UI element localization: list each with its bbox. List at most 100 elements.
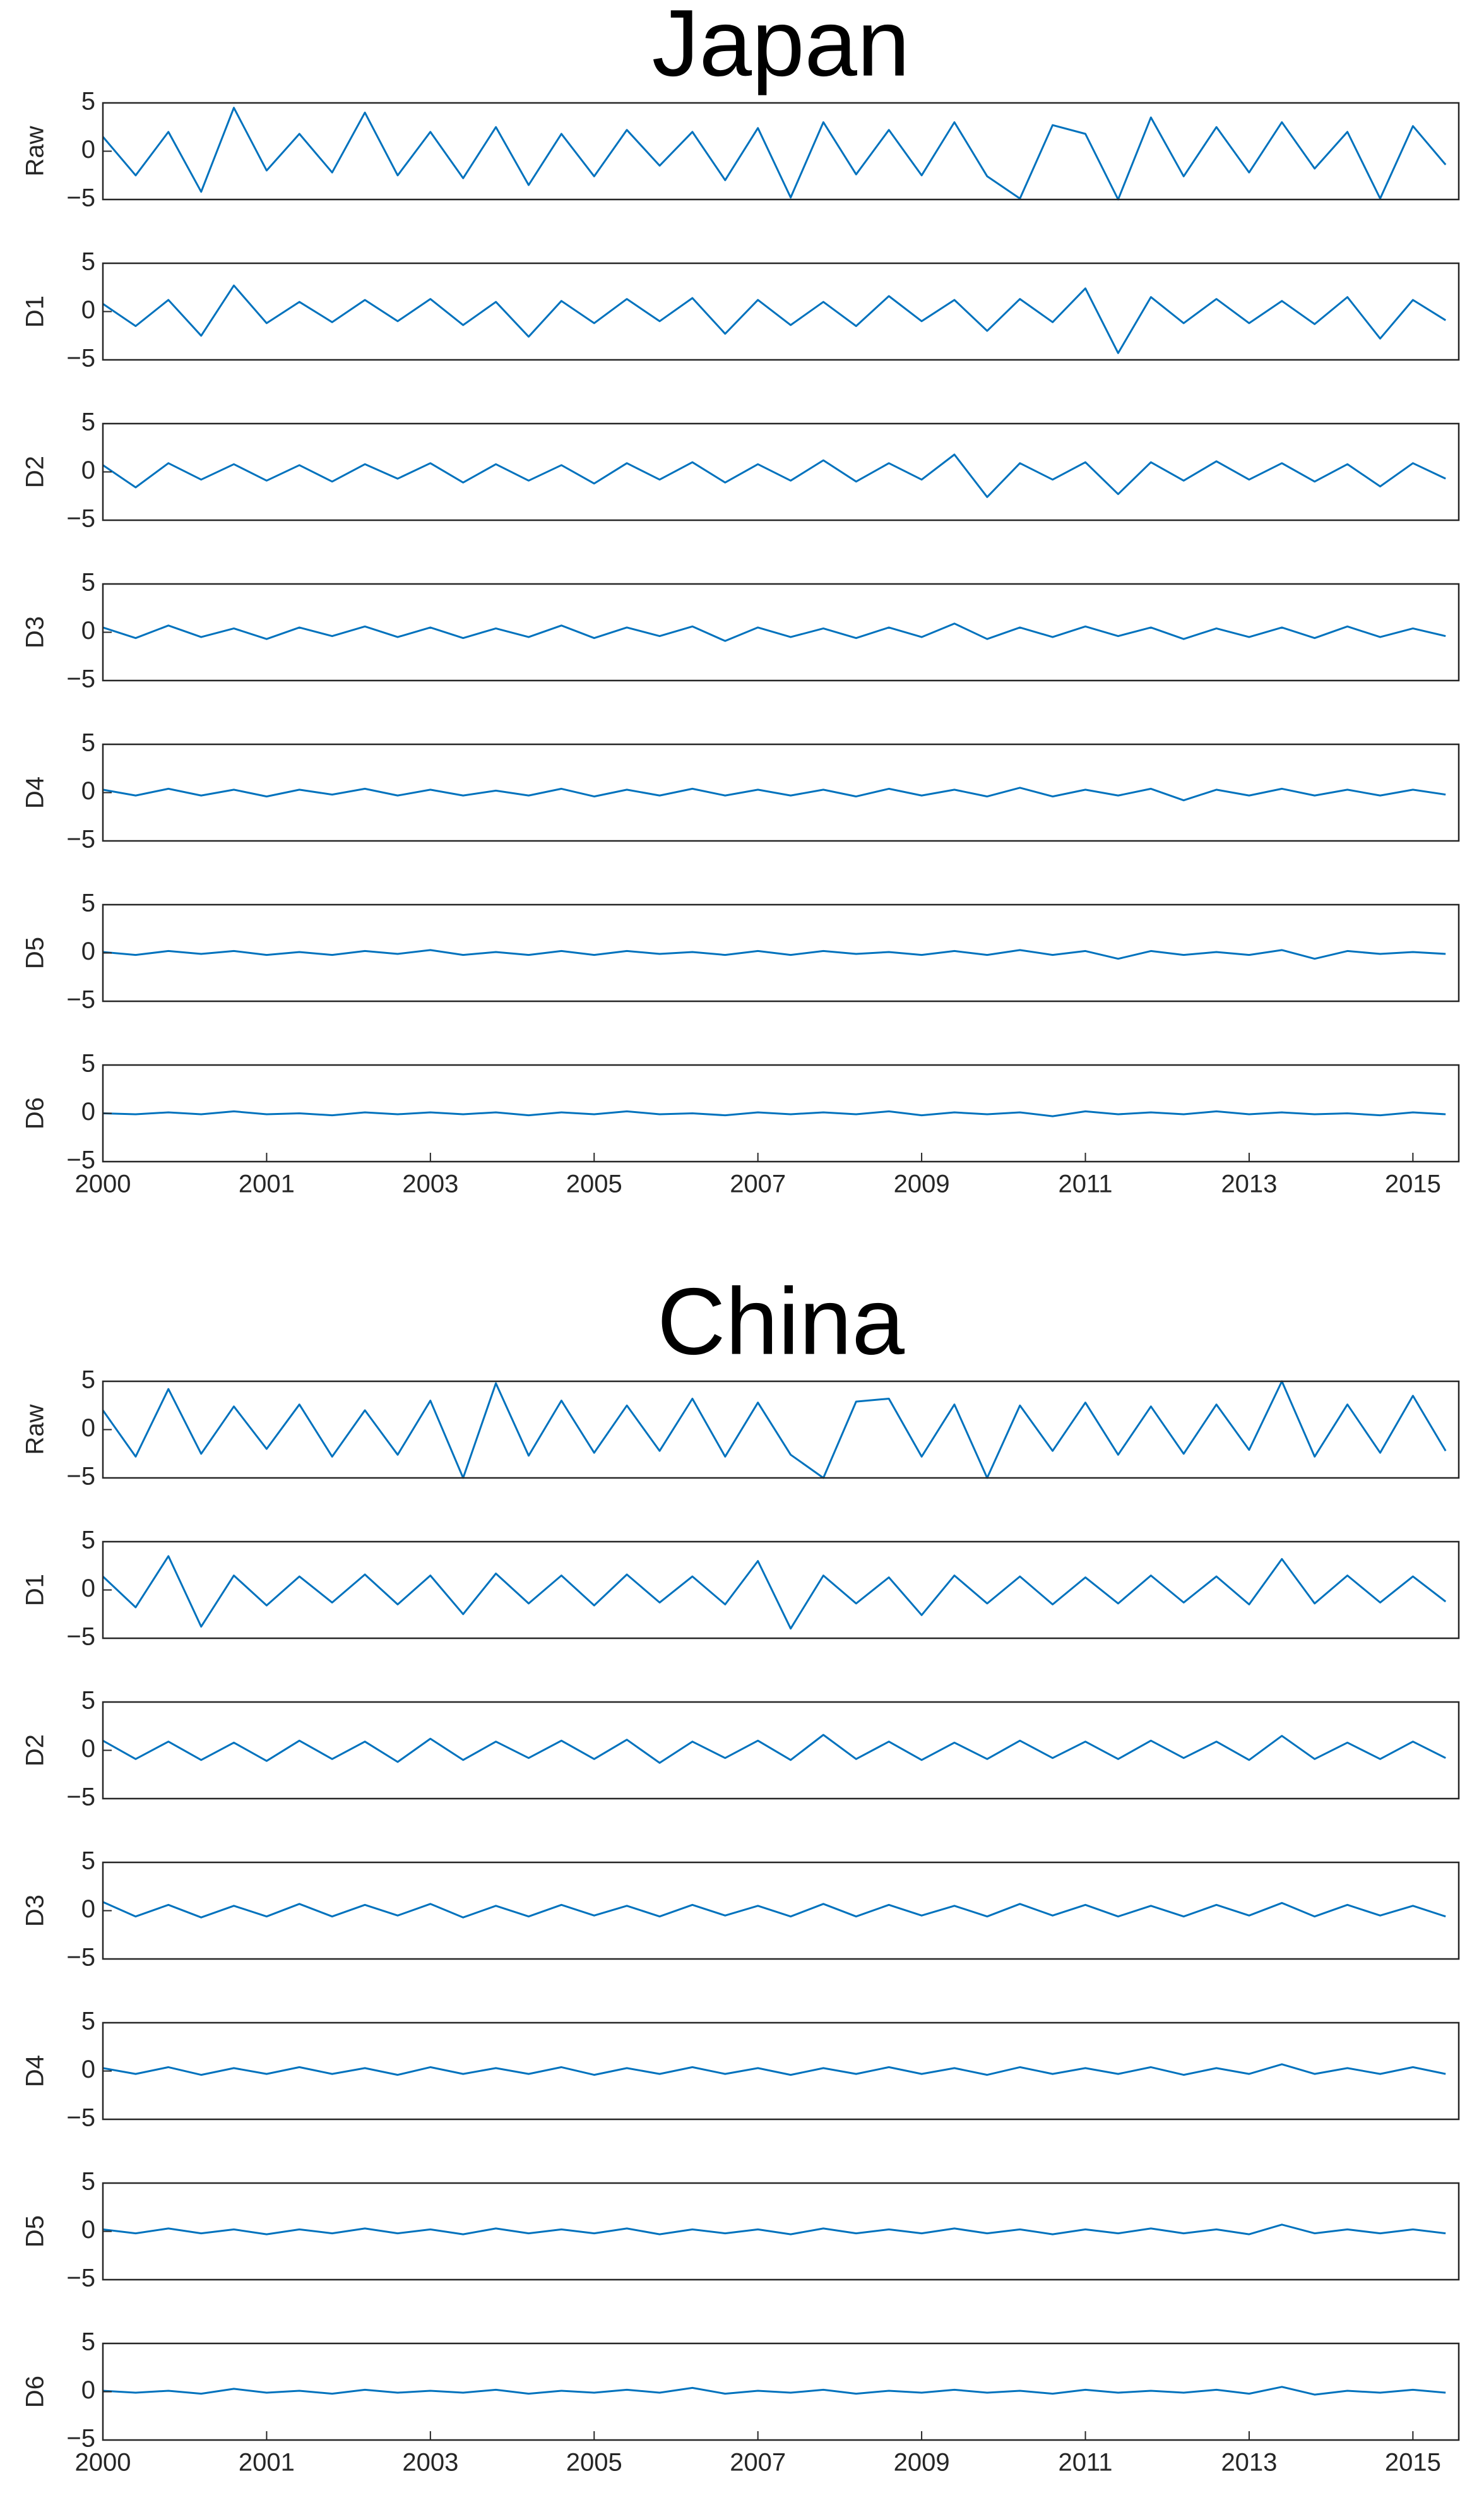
chart-title: Japan xyxy=(652,0,910,96)
y-tick-label: 0 xyxy=(81,617,95,645)
x-tick-label: 2007 xyxy=(730,1170,786,1198)
x-tick-label: 2000 xyxy=(75,1170,131,1198)
y-tick-label: 5 xyxy=(81,1366,95,1394)
y-tick-label: −5 xyxy=(66,2425,95,2453)
x-tick-label: 2003 xyxy=(402,2449,458,2477)
y-tick-label: 5 xyxy=(81,569,95,597)
series-line xyxy=(102,284,1446,354)
y-axis-label: D1 xyxy=(21,1574,49,1606)
chart-title: China xyxy=(657,1268,905,1374)
plot-area xyxy=(103,1862,1459,1959)
y-tick-label: 5 xyxy=(81,1687,95,1715)
y-axis-label: D6 xyxy=(21,1097,49,1129)
x-tick-label: 2009 xyxy=(894,1170,950,1198)
y-axis-label: D1 xyxy=(21,295,49,328)
x-tick-label: 2001 xyxy=(239,1170,295,1198)
x-tick-label: 2001 xyxy=(239,2449,295,2477)
y-tick-label: −5 xyxy=(66,184,95,212)
y-tick-label: 0 xyxy=(81,2056,95,2083)
y-axis-label: D4 xyxy=(21,2055,49,2087)
series-line xyxy=(102,1380,1447,1479)
x-tick-label: 2011 xyxy=(1059,1170,1113,1198)
y-axis-label: D5 xyxy=(21,937,49,969)
y-tick-label: 0 xyxy=(81,2376,95,2404)
series-line xyxy=(102,453,1446,498)
plot-area xyxy=(103,1381,1459,1478)
y-axis-label: D2 xyxy=(21,1734,49,1766)
y-tick-label: −5 xyxy=(66,826,95,854)
y-tick-label: 5 xyxy=(81,729,95,757)
plot-area xyxy=(103,1542,1459,1638)
x-tick-label: 2007 xyxy=(730,2449,786,2477)
y-tick-label: −5 xyxy=(66,505,95,533)
y-tick-label: 0 xyxy=(81,1574,95,1602)
x-tick-label: 2013 xyxy=(1221,2449,1277,2477)
y-tick-label: 0 xyxy=(81,1735,95,1763)
y-tick-label: 5 xyxy=(81,248,95,276)
x-tick-label: 2009 xyxy=(894,2449,950,2477)
series-line xyxy=(102,2223,1446,2235)
y-axis-label: D6 xyxy=(21,2376,49,2408)
x-tick-label: 2003 xyxy=(402,1170,458,1198)
y-tick-label: 0 xyxy=(81,2216,95,2244)
y-tick-label: −5 xyxy=(66,1783,95,1811)
series-line xyxy=(102,107,1447,201)
y-tick-label: 5 xyxy=(81,890,95,917)
y-axis-label: D3 xyxy=(21,616,49,648)
y-tick-label: 5 xyxy=(81,2328,95,2356)
series-line xyxy=(102,1555,1447,1630)
y-tick-label: 0 xyxy=(81,1895,95,1923)
series-line xyxy=(102,1901,1446,1919)
series-line xyxy=(102,622,1446,642)
y-tick-label: 0 xyxy=(81,136,95,164)
y-tick-label: 0 xyxy=(81,1098,95,1126)
x-tick-label: 2015 xyxy=(1385,2449,1441,2477)
y-axis-label: D2 xyxy=(21,456,49,488)
y-tick-label: −5 xyxy=(66,986,95,1014)
x-tick-label: 2015 xyxy=(1385,1170,1441,1198)
y-tick-label: 5 xyxy=(81,2008,95,2035)
y-tick-label: −5 xyxy=(66,345,95,372)
x-tick-label: 2005 xyxy=(566,1170,622,1198)
plot-area xyxy=(103,584,1459,681)
series-line xyxy=(102,2063,1446,2076)
y-tick-label: 5 xyxy=(81,408,95,436)
y-tick-label: 0 xyxy=(81,937,95,965)
y-tick-label: −5 xyxy=(66,665,95,693)
y-axis-label: D3 xyxy=(21,1895,49,1927)
y-axis-label: Raw xyxy=(21,1404,49,1455)
y-tick-label: 5 xyxy=(81,1050,95,1078)
y-tick-label: 5 xyxy=(81,2168,95,2196)
plot-area xyxy=(103,424,1459,520)
plot-area xyxy=(103,2023,1459,2119)
y-tick-label: 0 xyxy=(81,777,95,805)
x-tick-label: 2013 xyxy=(1221,1170,1277,1198)
y-tick-label: −5 xyxy=(66,1146,95,1174)
y-tick-label: 0 xyxy=(81,1414,95,1442)
series-line xyxy=(102,949,1446,960)
series-line xyxy=(102,1734,1446,1764)
y-tick-label: 0 xyxy=(81,296,95,324)
y-tick-label: 5 xyxy=(81,1527,95,1554)
y-tick-label: −5 xyxy=(66,1944,95,1972)
plot-area xyxy=(103,103,1459,199)
y-tick-label: −5 xyxy=(66,2104,95,2132)
plot-area xyxy=(103,263,1459,360)
y-tick-label: 0 xyxy=(81,456,95,484)
plot-area xyxy=(103,1702,1459,1799)
x-tick-label: 2000 xyxy=(75,2449,131,2477)
y-axis-label: D5 xyxy=(21,2215,49,2247)
x-tick-label: 2005 xyxy=(566,2449,622,2477)
y-tick-label: 5 xyxy=(81,1847,95,1875)
y-tick-label: −5 xyxy=(66,1623,95,1651)
plot-area xyxy=(103,744,1459,841)
y-tick-label: −5 xyxy=(66,2265,95,2292)
y-axis-label: D4 xyxy=(21,777,49,809)
y-tick-label: −5 xyxy=(66,1463,95,1491)
x-tick-label: 2011 xyxy=(1059,2449,1113,2477)
y-tick-label: 5 xyxy=(81,88,95,116)
series-line xyxy=(102,787,1446,802)
y-axis-label: Raw xyxy=(21,126,49,176)
